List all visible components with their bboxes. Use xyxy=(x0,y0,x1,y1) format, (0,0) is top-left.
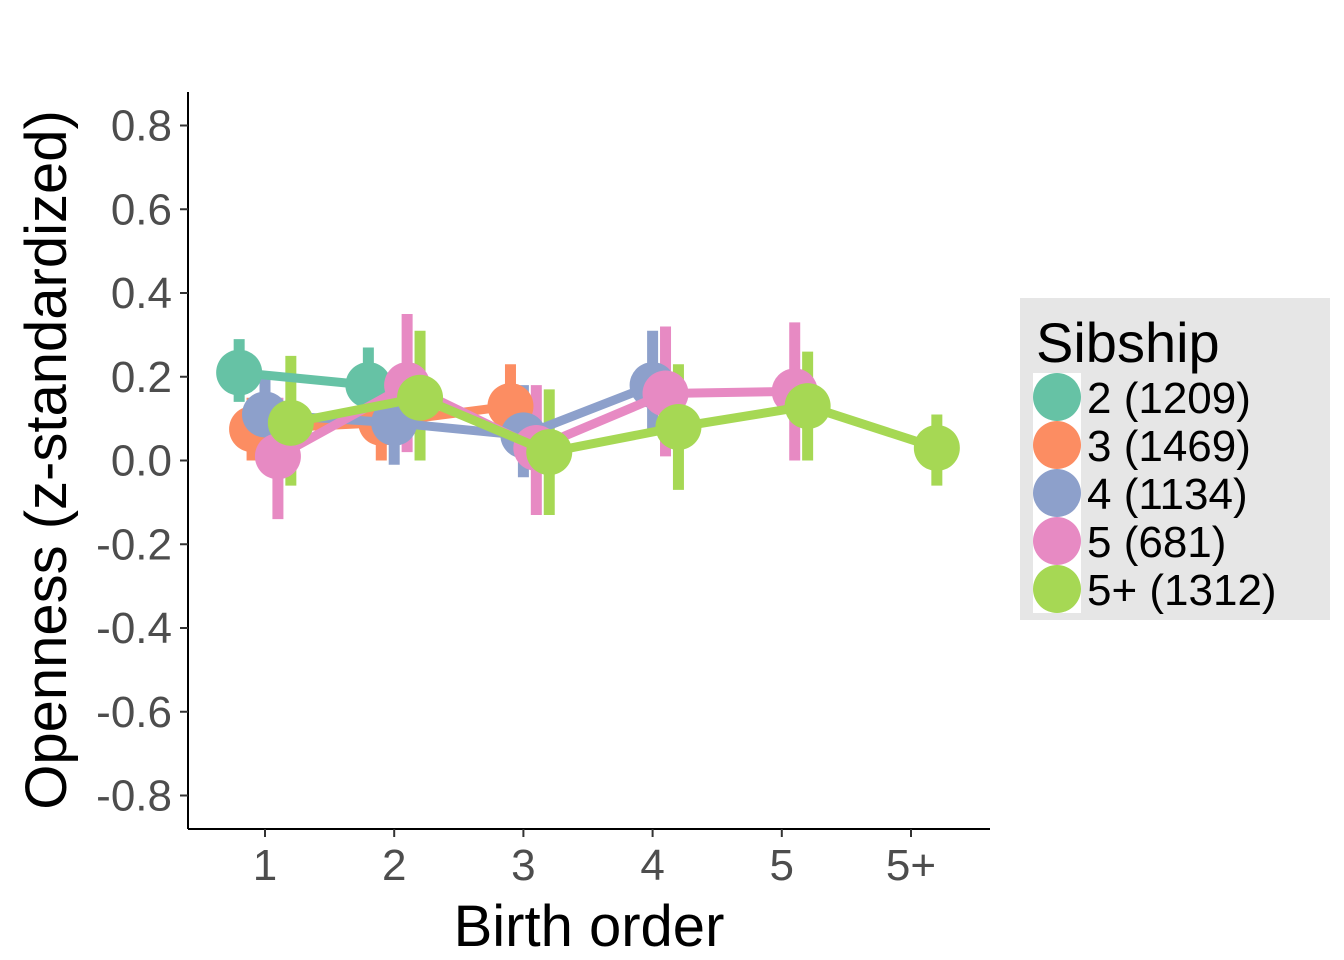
y-tick-label: 0.6 xyxy=(111,185,172,234)
x-axis-title: Birth order xyxy=(454,894,725,959)
chart-axes: -0.8 -0.6 -0.4 -0.2 0.0 0.2 0.4 0.6 0.8 1 2 3 4 5 5+ xyxy=(96,92,990,890)
legend-label: 5+ (1312) xyxy=(1087,566,1277,615)
legend-label: 4 (1134) xyxy=(1087,470,1248,519)
series-line-5+ xyxy=(267,374,960,476)
data-point xyxy=(913,424,960,471)
y-ticks: -0.8 -0.6 -0.4 -0.2 0.0 0.2 0.4 0.6 0.8 xyxy=(96,102,188,821)
legend-label: 3 (1469) xyxy=(1087,422,1251,471)
x-tick-label: 5+ xyxy=(886,841,936,890)
data-point xyxy=(784,383,831,430)
legend-label: 5 (681) xyxy=(1087,518,1226,567)
data-point xyxy=(267,399,314,446)
legend-label: 2 (1209) xyxy=(1087,374,1251,423)
y-tick-label: 0.0 xyxy=(111,437,172,486)
legend-title: Sibship xyxy=(1036,311,1220,374)
y-tick-label: -0.8 xyxy=(96,772,172,821)
legend-key-swatch xyxy=(1033,421,1081,469)
y-tick-label: 0.4 xyxy=(111,269,172,318)
x-tick-label: 1 xyxy=(253,841,277,890)
data-point xyxy=(216,349,263,396)
chart-marks xyxy=(216,313,960,520)
y-tick-label: -0.2 xyxy=(96,520,172,569)
legend-key-swatch xyxy=(1033,373,1081,421)
data-point xyxy=(655,404,702,450)
legend-key-swatch xyxy=(1033,517,1081,565)
data-point xyxy=(526,429,573,476)
x-ticks: 1 2 3 4 5 5+ xyxy=(253,829,936,890)
legend-key-swatch xyxy=(1033,565,1081,613)
x-tick-label: 5 xyxy=(770,841,794,890)
legend-entries: 2 (1209)3 (1469)4 (1134)5 (681)5+ (1312) xyxy=(1033,373,1277,615)
y-axis-title: Openness (z-standardized) xyxy=(14,110,79,810)
legend-key-swatch xyxy=(1033,469,1081,517)
y-tick-label: -0.6 xyxy=(96,688,172,737)
x-tick-label: 2 xyxy=(382,841,406,890)
y-tick-label: 0.8 xyxy=(111,102,172,151)
x-tick-label: 4 xyxy=(640,841,664,890)
y-tick-label: 0.2 xyxy=(111,353,172,402)
data-point xyxy=(397,374,444,421)
y-tick-label: -0.4 xyxy=(96,604,172,653)
legend: Sibship 2 (1209)3 (1469)4 (1134)5 (681)5… xyxy=(1020,298,1330,620)
x-tick-label: 3 xyxy=(511,841,535,890)
